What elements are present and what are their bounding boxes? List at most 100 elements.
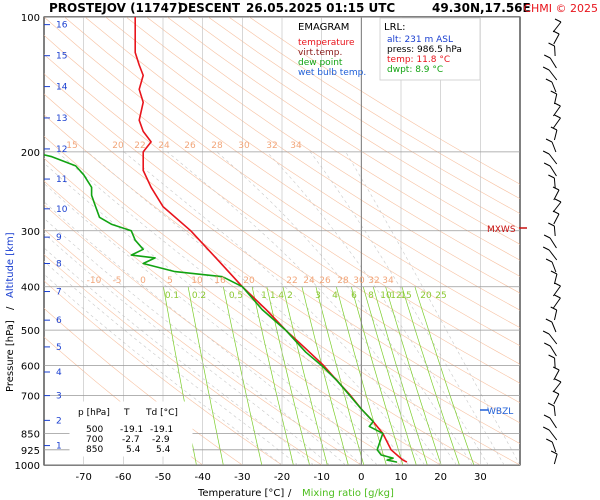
wind-barb [548,153,558,165]
wind-barb-tick [542,426,550,431]
adiabat-label-400: 34 [382,276,394,286]
pressure-tick-label: 600 [21,362,40,373]
x-tick-label: -50 [155,472,171,483]
legend-temperature: temperature [298,38,355,48]
wind-barb [548,429,558,441]
wind-barb-tick [542,150,550,155]
mxws-marker: MXWS [487,225,527,235]
mixing-ratio-label: 1 [261,291,267,301]
wind-barb-tick [552,210,560,215]
dry-adiabat [146,17,520,261]
wind-barbs [542,18,562,465]
wind-barb-tick [552,390,560,395]
x-tick-label: -10 [313,472,329,483]
pressure-tick-label: 100 [21,13,40,24]
dry-adiabat [84,17,520,311]
adiabat-label-200: 30 [238,141,250,151]
altitude-label: 3 [56,392,62,402]
mixing-ratio-label: 8 [368,291,374,301]
x-tick-label: 10 [395,472,408,483]
wind-barb-tick [542,66,550,71]
wind-barb [552,117,561,129]
wind-barb [552,285,561,297]
moist-adiabat [44,201,362,465]
table-row-500-td: -19.1 [150,425,173,435]
dry-adiabat [105,17,520,294]
wind-barb [553,33,560,45]
wind-barb [552,105,561,117]
x-axis-title-temp: Temperature [°C] [197,488,284,499]
mixing-ratio-label: 3 [315,291,321,301]
wind-barb-tick [544,54,551,59]
pressure-tick-label: 925 [21,446,40,457]
wind-barb-tick [543,162,551,167]
wind-barb-tick [548,222,555,227]
adiabat-label-200: 34 [290,141,302,151]
wind-barb [553,177,556,189]
adiabat-label-400: 30 [353,276,365,286]
station-title: PROSTEJOV (11747) [49,1,183,15]
dry-adiabat [44,17,520,347]
dry-adiabat [44,34,520,365]
wind-barb-tick [545,318,553,323]
legend-dew-point: dew point [298,58,343,68]
dry-adiabat [208,17,520,214]
mixing-ratio-label: 10 [380,291,392,301]
wind-barb [554,45,556,57]
moist-adiabat [216,151,473,465]
wind-barb-tick [546,438,553,443]
altitude-label: 9 [56,233,62,243]
adiabat-label-200: 20 [112,141,124,151]
wind-barb [548,249,558,261]
wind-barb [549,417,557,429]
wind-barb-tick [552,186,560,191]
y-axis-title: Pressure [hPa] / Altitude [km] [5,232,16,392]
wind-barb [551,261,557,273]
altitude-label: 13 [56,114,67,124]
pressure-tick-label: 500 [21,326,40,337]
x-tick-label: -30 [234,472,250,483]
adiabat-label-400: 26 [319,276,331,286]
altitude-label: 1 [56,442,62,452]
table-row-500-p: 500 [86,425,103,435]
lrl-temp: temp: 11.8 °C [387,55,450,65]
adiabat-label-400: -5 [113,276,122,286]
wind-barb [548,333,558,345]
x-tick-label: -20 [274,472,290,483]
mixing-ratio-label: 0.5 [229,291,243,301]
wind-barb-tick [542,330,550,335]
altitude-label: 8 [56,260,62,270]
table-row-850-t: 5.4 [126,445,141,455]
wind-barb [549,345,557,357]
wind-barb [553,393,560,405]
wind-barb [553,369,560,381]
table-row-850-p: 850 [86,445,103,455]
x-axis-title: Temperature [°C] / Mixing ratio [g/kg] [197,488,394,499]
adiabat-label-400: 24 [303,276,315,286]
pressure-tick-label: 400 [21,283,40,294]
wind-barb [553,309,558,321]
adiabat-label-200: 15 [66,141,77,151]
wind-barb [553,213,560,225]
altitude-label: 16 [56,21,68,31]
x-tick-label: 0 [358,472,364,483]
table-row-500-t: -19.1 [120,425,143,435]
label-layer: -70 -60 -50 -40 -30 -20 -10 0 10 20 30100200300400… [15,13,487,483]
dry-adiabat [228,17,520,200]
wind-barb [549,237,557,249]
altitude-label: 14 [56,83,68,93]
mixing-ratio-label: 20 [420,291,432,301]
wind-barb [553,405,556,417]
lrl-title: LRL: [384,22,405,33]
copyright: CHMI © 2025 [523,2,598,15]
table-row-700-t: -2.7 [122,435,140,445]
pressure-tick-label: 300 [21,227,40,238]
wind-barb [554,357,556,369]
wind-barb-tick [545,258,553,263]
wbzl-marker: WBZL [480,407,513,417]
dry-adiabat [125,17,520,277]
lrl-press: press: 986.5 hPa [387,45,462,55]
adiabat-label-400: 10 [191,276,203,286]
wind-barb [551,81,557,93]
wind-barb-tick [554,294,561,299]
